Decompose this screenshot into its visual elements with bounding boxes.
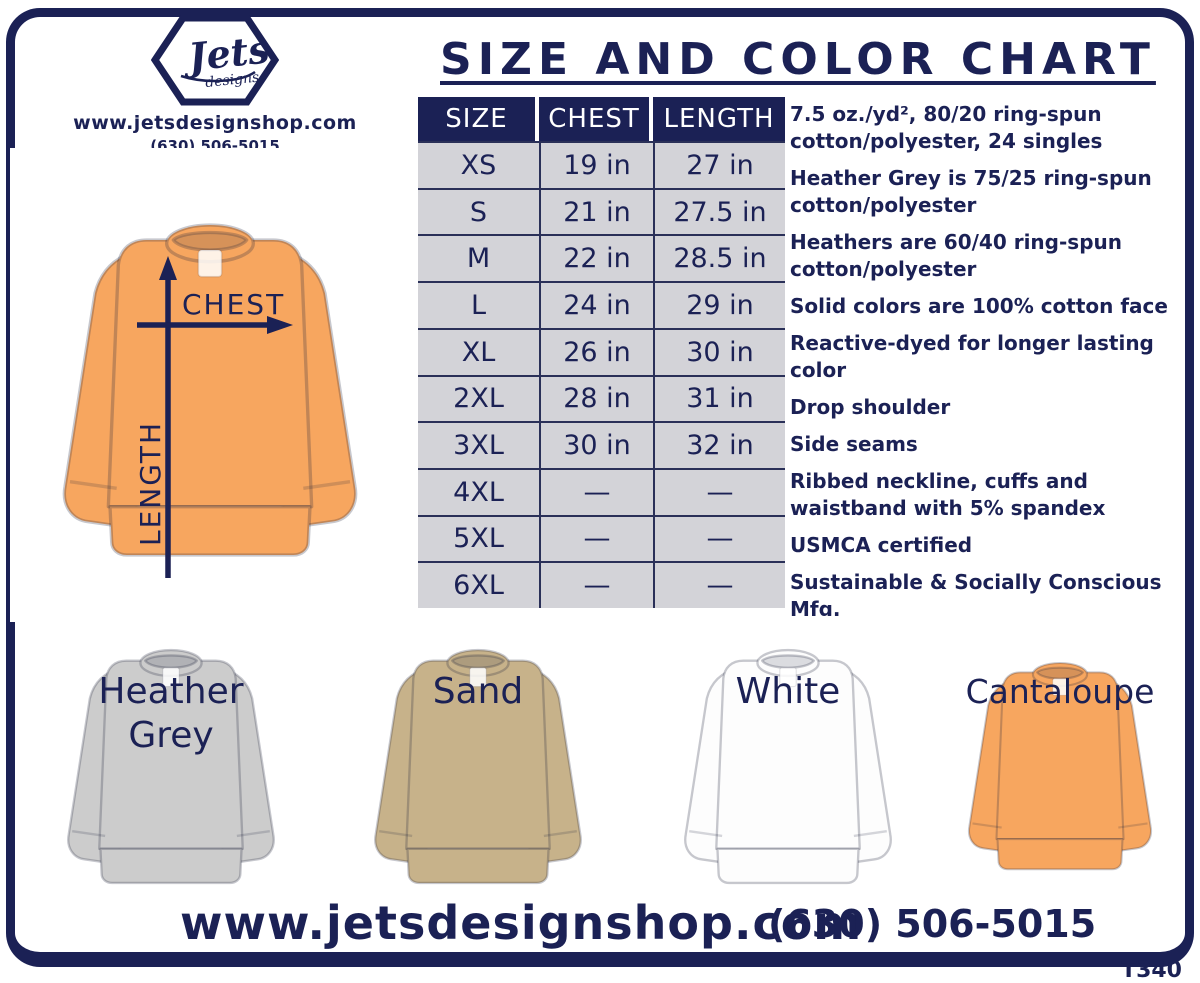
size-cell: 5XL [418, 514, 539, 562]
colorway-cantaloupe: Cantaloupe [935, 616, 1185, 910]
color-name-label: Cantaloupe [965, 672, 1155, 711]
logo-script-text: Jets [180, 26, 271, 80]
spec-item: Drop shoulder [790, 395, 951, 419]
size-cell: 2XL [418, 374, 539, 422]
length-cell: 27 in [653, 141, 785, 188]
chest-cell: 26 in [539, 327, 653, 375]
spec-item: Heather Grey is 75/25 ring-spun cotton/p… [790, 166, 1152, 217]
spec-item: USMCA certified [790, 533, 973, 557]
color-name-label: White [735, 671, 841, 712]
size-cell: XL [418, 327, 539, 375]
chest-cell: 24 in [539, 281, 653, 328]
colorway-heather-grey: Heather Grey [18, 616, 324, 910]
color-name-label: Sand [432, 671, 524, 712]
chest-cell: 19 in [539, 141, 653, 188]
sweatshirt-sand [330, 616, 626, 910]
length-cell: 28.5 in [653, 234, 785, 282]
size-cell: 6XL [418, 561, 539, 608]
chest-cell: — [539, 561, 653, 608]
size-cell: S [418, 187, 539, 235]
length-cell: — [653, 467, 785, 515]
footer-website: www.jetsdesignshop.com [180, 896, 863, 950]
sweatshirt-white [640, 616, 936, 910]
size-cell: L [418, 281, 539, 328]
chest-cell: 30 in [539, 421, 653, 468]
column-header-size: SIZE [418, 97, 539, 141]
spec-item: Solid colors are 100% cotton face [790, 294, 1168, 318]
product-code: T340 [1121, 958, 1182, 983]
page-title: SIZE AND COLOR CHART [440, 34, 1156, 85]
length-cell: — [653, 561, 785, 608]
spec-item: Ribbed neckline, cuffs and waistband wit… [790, 469, 1106, 520]
sweatshirt-heather-grey [18, 616, 324, 910]
colorway-white: White [640, 616, 936, 910]
sweatshirt-cantaloupe [935, 616, 1185, 910]
chest-cell: 22 in [539, 234, 653, 282]
color-name-label: Heather Grey [98, 671, 244, 756]
measurement-arrows-diagram: CHEST LENGTH [134, 256, 293, 578]
chest-cell: — [539, 514, 653, 562]
spec-item: Sustainable & Socially Conscious Mfg. [790, 570, 1162, 621]
length-cell: — [653, 514, 785, 562]
chest-cell: 28 in [539, 374, 653, 422]
chest-cell: — [539, 467, 653, 515]
length-cell: 31 in [653, 374, 785, 422]
column-header-length: LENGTH [653, 97, 785, 141]
logo-website-text: www.jetsdesignshop.com [73, 112, 357, 134]
footer-phone: (630) 506-5015 [768, 902, 1097, 946]
size-cell: 4XL [418, 467, 539, 515]
jets-designs-logo-icon: Jets designs [151, 14, 279, 106]
spec-item: Heathers are 60/40 ring-spun cotton/poly… [790, 230, 1122, 281]
spec-item: Reactive-dyed for longer lasting color [790, 331, 1154, 382]
size-cell: XS [418, 141, 539, 188]
size-cell: 3XL [418, 421, 539, 468]
length-cell: 30 in [653, 327, 785, 375]
length-cell: 32 in [653, 421, 785, 468]
product-specs-list: 7.5 oz./yd², 80/20 ring-spun cotton/poly… [790, 101, 1188, 623]
length-cell: 29 in [653, 281, 785, 328]
spec-item: Side seams [790, 432, 918, 456]
column-header-chest: CHEST [539, 97, 653, 141]
chest-arrow-label: CHEST [182, 288, 285, 321]
size-table-header: SIZE CHEST LENGTH [418, 97, 785, 141]
chest-cell: 21 in [539, 187, 653, 235]
colorway-sand: Sand [330, 616, 626, 910]
size-table-body: XS 19 in 27 in S 21 in 27.5 in M 22 in 2… [418, 141, 785, 608]
logo-block: Jets designs www.jetsdesignshop.com (630… [50, 10, 380, 155]
length-cell: 27.5 in [653, 187, 785, 235]
length-arrow-label: LENGTH [134, 421, 167, 546]
spec-item: 7.5 oz./yd², 80/20 ring-spun cotton/poly… [790, 102, 1103, 153]
size-cell: M [418, 234, 539, 282]
measurement-photo: CHEST LENGTH [10, 148, 410, 622]
